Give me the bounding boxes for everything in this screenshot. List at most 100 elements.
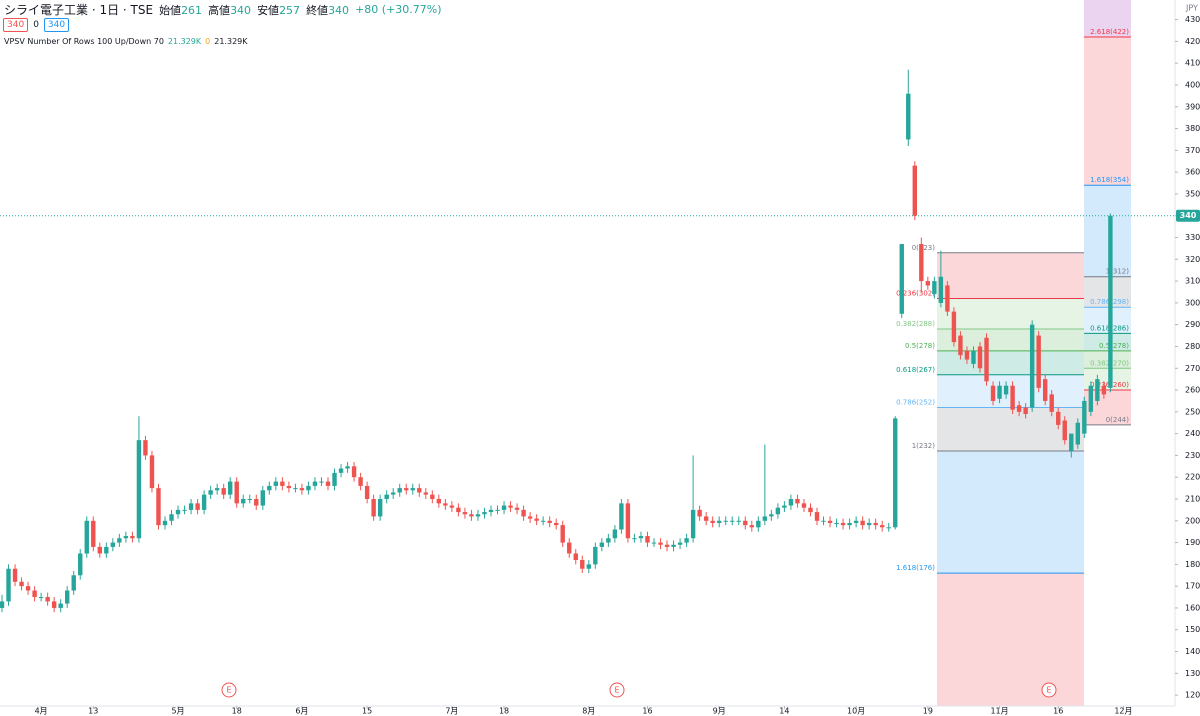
candle-body: [495, 509, 500, 511]
fib-zone: [937, 329, 1084, 351]
candle-body: [397, 488, 402, 493]
fib-label: 0.236(302): [896, 290, 935, 298]
candle-body: [501, 505, 507, 510]
candle-body: [410, 488, 415, 491]
candle-body: [45, 597, 50, 602]
candle-body: [834, 522, 839, 524]
y-tick-label: 410: [1185, 59, 1200, 68]
candle-body: [775, 507, 781, 515]
last-price-label: 340: [1180, 211, 1197, 220]
y-tick-label: 160: [1185, 603, 1200, 612]
fib-zone: [1084, 350, 1131, 369]
candle-body: [932, 281, 937, 295]
ohlc-high: 高値340: [208, 2, 251, 18]
buy-badge[interactable]: 340: [43, 18, 70, 32]
y-tick-label: 420: [1185, 37, 1200, 46]
candle-body: [32, 590, 37, 598]
candle-body: [104, 546, 109, 554]
candle-body: [788, 498, 794, 506]
candle-body: [1036, 335, 1041, 388]
candle-body: [299, 488, 305, 491]
candle-body: [0, 601, 5, 608]
candle-body: [586, 564, 591, 569]
y-tick-label: 310: [1185, 277, 1200, 286]
sell-badge[interactable]: 340: [3, 18, 29, 32]
y-tick-label: 390: [1185, 102, 1200, 111]
candle-body: [821, 520, 826, 522]
candle-body: [188, 503, 194, 510]
candle-body: [273, 481, 279, 486]
candle-body: [880, 525, 885, 528]
candle-body: [319, 481, 324, 483]
candle-body: [658, 542, 663, 545]
candle-body: [221, 488, 226, 495]
candle-body: [449, 505, 455, 508]
candle-body: [906, 93, 911, 140]
candle-body: [286, 485, 292, 489]
candle-body: [893, 418, 898, 528]
candle-body: [1088, 385, 1094, 412]
candle-body: [801, 503, 807, 508]
earnings-label: E: [1046, 686, 1051, 695]
fib-label: 0.5(278): [905, 342, 935, 350]
price-badges[interactable]: 340 0 340: [3, 18, 70, 32]
candle-body: [169, 514, 174, 521]
x-tick-label: 7月: [445, 707, 458, 716]
candle-body: [534, 518, 539, 521]
y-tick-label: 210: [1185, 494, 1200, 503]
candle-body: [228, 481, 233, 495]
candle-body: [593, 546, 598, 565]
value: 257: [279, 3, 301, 17]
candle-body: [117, 538, 122, 543]
candle-body: [338, 468, 344, 473]
fib-label: 1(232): [912, 442, 936, 450]
candle-body: [756, 520, 761, 528]
candle-body: [521, 509, 526, 517]
fib-zone: [1084, 276, 1131, 308]
candle-body: [78, 553, 83, 576]
y-tick-label: 170: [1185, 582, 1200, 591]
candle-body: [808, 507, 813, 513]
y-tick-label: 350: [1185, 189, 1200, 198]
candle-body: [377, 498, 383, 517]
candle-body: [38, 597, 44, 599]
indicator-value: 21.329K: [167, 37, 202, 46]
x-tick-label: 14: [779, 707, 789, 716]
y-tick-label: 300: [1185, 298, 1200, 307]
candle-body: [1016, 405, 1022, 412]
candle-body: [404, 488, 409, 491]
candle-body: [430, 494, 435, 499]
candle-body: [853, 520, 859, 523]
candle-body: [456, 507, 461, 513]
candle-body: [65, 590, 70, 604]
candle-body: [984, 337, 989, 382]
earnings-label: E: [226, 686, 231, 695]
candle-body: [1056, 411, 1061, 425]
fib-zone: [937, 573, 1084, 706]
x-tick-label: 15: [362, 707, 372, 716]
candle-body: [606, 538, 611, 543]
indicator-value: 21.329K: [214, 37, 248, 46]
candle-body: [951, 311, 957, 343]
y-tick-label: 430: [1185, 15, 1200, 24]
x-tick-label: 18: [232, 707, 242, 716]
ohlc-close: 終値340: [306, 2, 349, 18]
label: 高値: [208, 3, 231, 17]
candle-body: [312, 481, 318, 486]
value: 340: [230, 3, 252, 17]
candle-body: [866, 522, 872, 526]
candle-body: [664, 544, 670, 547]
earnings-marker: [221, 682, 237, 698]
candle-body: [371, 498, 376, 517]
candle-body: [580, 560, 585, 569]
candle-body: [332, 472, 337, 486]
fib-label: 1.618(354): [1090, 176, 1129, 184]
candle-body: [6, 568, 11, 602]
fib-zone: [1084, 0, 1131, 38]
candle-body: [123, 536, 129, 539]
x-tick-label: 9月: [713, 707, 726, 716]
candle-body: [384, 494, 389, 499]
last-price-badge: [1176, 209, 1200, 222]
candle-body: [391, 492, 396, 495]
